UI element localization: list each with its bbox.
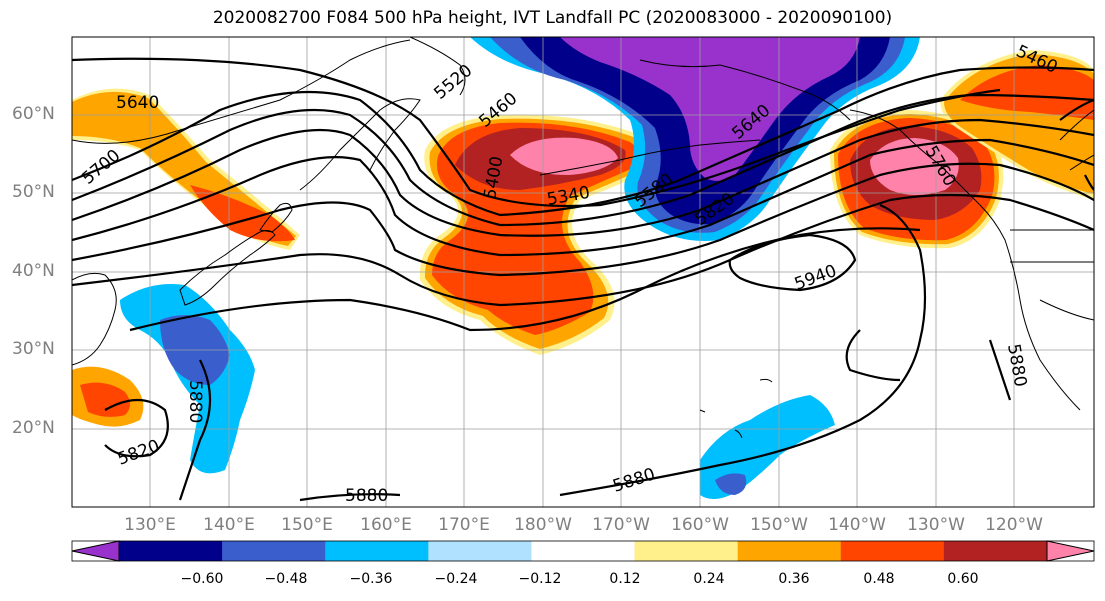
ivt-negative-hawaii xyxy=(700,395,835,499)
ivt-shading xyxy=(72,37,1094,499)
colorbar-bins xyxy=(119,541,1048,561)
lon-label: 150°W xyxy=(750,515,808,535)
lon-label: 130°E xyxy=(124,515,176,535)
lat-label: 40°N xyxy=(12,261,55,281)
contour-label: 5820 xyxy=(115,436,162,470)
lon-label: 150°E xyxy=(281,515,333,535)
contour-label: 5940 xyxy=(792,261,839,295)
colorbar-bin xyxy=(840,541,945,561)
lon-label: 140°E xyxy=(203,515,255,535)
contour-label: 5640 xyxy=(116,93,159,113)
contour-label: 5880 xyxy=(1003,342,1030,388)
colorbar-tick: 0.12 xyxy=(609,571,641,587)
lon-label: 160°E xyxy=(360,515,412,535)
contour-label: 5520 xyxy=(430,61,476,104)
colorbar-bin xyxy=(428,541,532,561)
colorbar-tick: −0.36 xyxy=(349,571,393,587)
colorbar-bin xyxy=(325,541,429,561)
colorbar-tick: 0.60 xyxy=(947,571,979,587)
coastlines xyxy=(72,37,1094,439)
lon-label: 170°W xyxy=(592,515,650,535)
map-title: 2020082700 F084 500 hPa height, IVT Land… xyxy=(212,8,893,28)
lon-label: 170°E xyxy=(438,515,490,535)
colorbar-bin xyxy=(119,541,223,561)
colorbar-bin xyxy=(531,541,636,561)
lat-label: 30°N xyxy=(12,339,55,359)
lon-label: 120°W xyxy=(985,515,1043,535)
colorbar-tick: −0.24 xyxy=(434,571,478,587)
lat-label: 60°N xyxy=(12,104,55,124)
lat-label: 20°N xyxy=(12,418,55,438)
colorbar-bin xyxy=(737,541,842,561)
colorbar-tick: −0.48 xyxy=(264,571,308,587)
map-frame xyxy=(71,36,1095,508)
ivt-positive-jp-sea xyxy=(72,88,300,250)
height-contours xyxy=(72,57,1094,502)
ivt-positive-central xyxy=(419,114,654,356)
lon-label: 180°W xyxy=(514,515,572,535)
colorbar-extend-high xyxy=(1046,540,1095,562)
colorbar-bin xyxy=(943,541,1048,561)
ivt-negative-aleutian xyxy=(470,37,920,241)
colorbar-bin xyxy=(634,541,739,561)
colorbar-tick: −0.60 xyxy=(180,571,224,587)
lon-label: 160°W xyxy=(671,515,729,535)
contour-label: 5880 xyxy=(345,486,388,506)
lon-label: 130°W xyxy=(907,515,965,535)
contour-label: 5880 xyxy=(185,380,205,423)
colorbar xyxy=(71,540,1095,562)
ivt-positive-gulf-of-alaska xyxy=(830,110,1004,249)
ivt-positive-sw xyxy=(72,366,144,427)
colorbar-tick: −0.12 xyxy=(518,571,562,587)
colorbar-bin xyxy=(222,541,326,561)
lon-label: 140°W xyxy=(828,515,886,535)
lat-label: 50°N xyxy=(12,182,55,202)
colorbar-extend-low xyxy=(71,540,120,562)
contour-label: 5880 xyxy=(610,464,657,496)
colorbar-tick: 0.48 xyxy=(863,571,895,587)
colorbar-tick: 0.24 xyxy=(693,571,725,587)
colorbar-tick: 0.36 xyxy=(778,571,810,587)
